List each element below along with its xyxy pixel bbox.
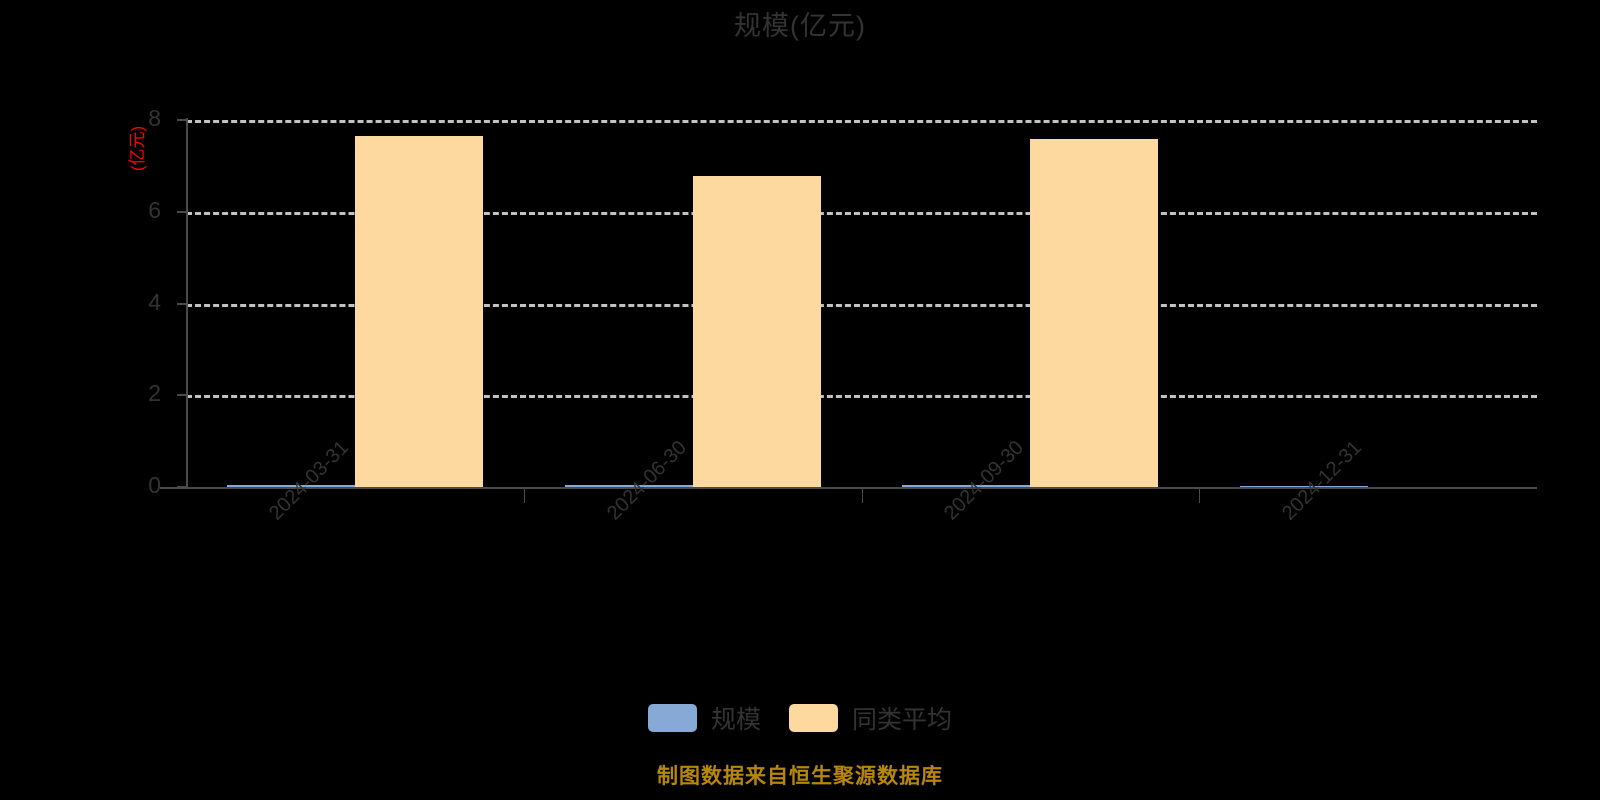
gridline	[186, 120, 1537, 123]
legend-label: 规模	[710, 706, 761, 734]
legend-label: 同类平均	[852, 706, 953, 734]
y-axis-line	[186, 118, 188, 488]
bar-peer-average	[354, 135, 483, 487]
x-axis-tick-label: 2024-09-30	[940, 436, 1029, 525]
y-axis-unit-text: (亿元)	[128, 125, 148, 171]
x-axis-separator	[524, 487, 525, 503]
y-axis-tick-label: 0	[148, 472, 161, 498]
y-axis-tick-mark	[177, 119, 187, 121]
legend-item[interactable]: 同类平均	[789, 700, 952, 736]
legend-swatch	[789, 704, 838, 732]
x-axis-separator	[1199, 487, 1200, 503]
y-axis-tick-label: 4	[148, 288, 161, 315]
gridline	[186, 303, 1537, 307]
x-axis-line	[160, 487, 1537, 489]
chart-title: 规模(亿元)	[734, 11, 866, 41]
gridline	[186, 395, 1537, 399]
bar-peer-average	[692, 175, 821, 487]
legend-item[interactable]: 规模	[647, 700, 761, 736]
y-axis-tick-label: 6	[148, 196, 161, 223]
bar-size	[902, 485, 1031, 487]
y-axis-tick-mark	[177, 210, 187, 213]
x-axis-tick-label: 2024-12-31	[1278, 436, 1367, 525]
bar-size	[1240, 485, 1369, 487]
bar-size	[226, 484, 355, 487]
legend-swatch	[647, 704, 697, 732]
x-axis-separator	[862, 487, 863, 503]
bar-peer-average	[1030, 139, 1159, 487]
gridline	[186, 211, 1537, 215]
bar-size	[564, 484, 693, 487]
y-axis-tick-label: 2	[148, 380, 161, 407]
chart-footnote: 制图数据来自恒生聚源数据库	[657, 765, 943, 788]
x-axis-tick-label: 2024-06-30	[602, 436, 691, 525]
y-axis-tick-label: 8	[148, 105, 161, 131]
y-axis-tick-mark	[177, 302, 187, 305]
chart-legend: 规模 同类平均	[0, 700, 1600, 736]
y-axis-tick-mark	[177, 394, 187, 397]
x-axis-tick-label: 2024-03-31	[264, 436, 353, 525]
